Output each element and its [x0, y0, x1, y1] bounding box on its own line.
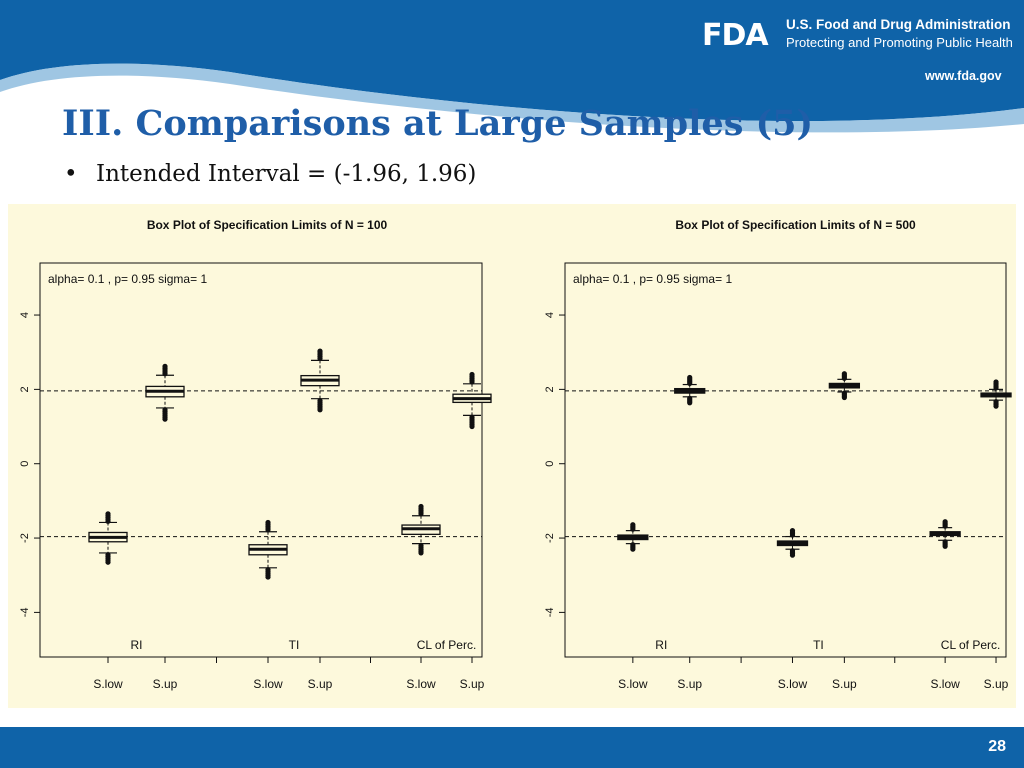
fda-logo[interactable]: FDA — [702, 18, 769, 53]
outlier-point — [469, 423, 475, 430]
y-tick-label: -4 — [19, 608, 31, 618]
agency-tagline: Protecting and Promoting Public Health — [786, 35, 1013, 50]
outlier-point — [789, 528, 796, 534]
outlier-point — [789, 552, 796, 558]
outlier-point — [317, 348, 323, 354]
x-tick-label: S.low — [618, 677, 648, 691]
bullet-dot-icon: • — [64, 161, 78, 187]
bullet-text: Intended Interval = (-1.96, 1.96) — [96, 161, 477, 187]
outlier-point — [418, 503, 424, 510]
outlier-point — [841, 371, 847, 377]
outlier-point — [993, 403, 999, 409]
outlier-point — [469, 371, 475, 378]
group-label: TI — [289, 638, 300, 652]
x-tick-label: S.up — [832, 677, 857, 691]
y-tick-label: 2 — [19, 386, 31, 392]
outlier-point — [630, 546, 636, 552]
outlier-point — [317, 407, 323, 413]
y-tick-label: -4 — [544, 608, 556, 618]
plot-area: Box Plot of Specification Limits of N = … — [8, 204, 1016, 708]
header-band — [0, 0, 1024, 133]
outlier-point — [105, 511, 111, 517]
outlier-point — [993, 379, 999, 385]
y-tick-label: 0 — [544, 461, 556, 467]
group-label: RI — [655, 638, 667, 652]
outlier-point — [687, 400, 693, 406]
group-label: CL of Perc. — [941, 638, 1001, 652]
outlier-point — [265, 574, 271, 580]
chart-annotation: alpha= 0.1 , p= 0.95 sigma= 1 — [573, 272, 732, 286]
x-tick-label: S.low — [930, 677, 960, 691]
outlier-point — [265, 519, 271, 526]
slide-title: III. Comparisons at Large Samples (5) — [62, 103, 814, 144]
chart-canvas: Box Plot of Specification Limits of N = … — [19, 218, 1012, 691]
x-tick-label: S.up — [153, 677, 178, 691]
chart-annotation: alpha= 0.1 , p= 0.95 sigma= 1 — [48, 272, 207, 286]
outlier-point — [105, 559, 111, 565]
group-label: CL of Perc. — [417, 638, 477, 652]
y-tick-label: 4 — [19, 312, 31, 318]
site-url-link[interactable]: www.fda.gov — [925, 69, 1002, 83]
footer-bar: 28 — [0, 727, 1024, 768]
x-tick-label: S.up — [984, 677, 1009, 691]
plot-frame — [564, 262, 1007, 658]
outlier-point — [162, 416, 168, 422]
plot-frame — [39, 262, 483, 658]
outlier-point — [942, 543, 948, 549]
x-tick-label: S.up — [677, 677, 702, 691]
outlier-point — [162, 363, 168, 369]
agency-name: U.S. Food and Drug Administration — [786, 17, 1011, 32]
y-tick-label: -2 — [544, 533, 556, 543]
y-tick-label: 4 — [544, 312, 556, 318]
outlier-point — [942, 519, 948, 525]
x-tick-label: S.up — [308, 677, 333, 691]
y-tick-label: 0 — [19, 461, 31, 467]
page-number: 28 — [988, 738, 1006, 755]
group-label: TI — [813, 638, 824, 652]
x-tick-label: S.low — [778, 677, 808, 691]
x-tick-label: S.low — [93, 677, 123, 691]
chart-title: Box Plot of Specification Limits of N = … — [147, 218, 388, 232]
group-label: RI — [131, 638, 143, 652]
outlier-point — [841, 394, 847, 401]
outlier-point — [630, 522, 636, 528]
x-tick-label: S.low — [406, 677, 436, 691]
y-tick-label: 2 — [544, 386, 556, 392]
y-tick-label: -2 — [19, 533, 31, 543]
outlier-point — [687, 374, 693, 381]
x-tick-label: S.low — [253, 677, 283, 691]
x-tick-label: S.up — [460, 677, 485, 691]
bullet-item: • Intended Interval = (-1.96, 1.96) — [64, 161, 476, 187]
chart-title: Box Plot of Specification Limits of N = … — [675, 218, 916, 232]
outlier-point — [418, 550, 424, 556]
